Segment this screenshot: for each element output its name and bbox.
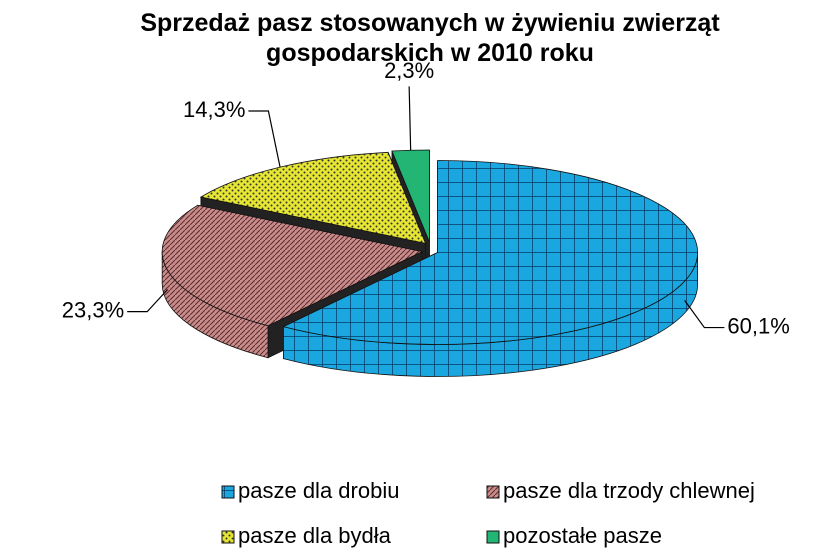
data-label: 2,3% <box>384 58 434 83</box>
leader-line <box>127 289 169 313</box>
data-label: 60,1% <box>727 313 789 338</box>
legend-marker <box>221 485 235 499</box>
slice <box>391 149 430 243</box>
chart-title: Sprzedaż pasz stosowanych w żywieniu zwi… <box>140 9 720 67</box>
legend-label: pozostałe pasze <box>503 523 662 548</box>
leader-line <box>408 86 412 151</box>
slice <box>161 204 424 327</box>
legend-marker <box>486 485 500 499</box>
legend-marker <box>486 530 500 544</box>
data-label: 23,3% <box>62 297 124 322</box>
legend-marker <box>221 530 235 544</box>
legend-label: pasze dla drobiu <box>238 478 399 503</box>
leader-line <box>248 110 281 168</box>
slice <box>282 160 698 345</box>
data-label: 14,3% <box>183 97 245 122</box>
legend-label: pasze dla bydła <box>238 523 392 548</box>
legend-label: pasze dla trzody chlewnej <box>503 478 755 503</box>
leader-line <box>684 300 725 329</box>
